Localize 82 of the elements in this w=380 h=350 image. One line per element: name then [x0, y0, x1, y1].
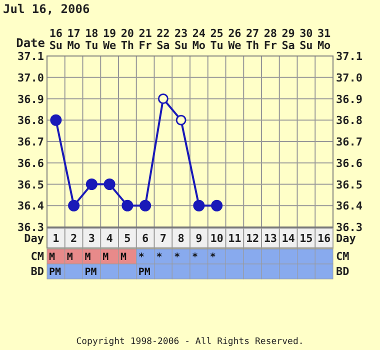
x-tick-label: 24 Mo	[192, 27, 206, 52]
y-tick-label: 36.7	[18, 136, 44, 148]
y-tick-label: 36.9	[18, 92, 44, 106]
x-tick-label: 22 Sa	[156, 27, 170, 52]
x-tick-label: 31 Mo	[317, 27, 332, 52]
x2-tick-label: 11	[228, 232, 242, 245]
x2-tick-label: 8	[178, 232, 184, 245]
text: PM	[138, 267, 150, 278]
x-tick-label: 30 Su	[300, 27, 313, 52]
x-tick-label: 19 We	[102, 27, 117, 52]
point	[140, 200, 152, 212]
x-tick-label: 16 Su	[49, 27, 63, 52]
x2-tick-label: 4	[106, 232, 114, 245]
point	[50, 114, 62, 126]
x-tick-label: 18 Tu	[85, 27, 98, 52]
y2-tick-label: 37.0	[336, 71, 362, 84]
y-tick-label: 36.4	[18, 200, 44, 213]
y-tick-label: 36.6	[18, 156, 44, 170]
y2-tick-label: 36.3	[336, 221, 362, 234]
chart-title: Jul 16, 2006	[3, 2, 90, 16]
text: M	[120, 252, 127, 263]
x-tick-label: 29 Sa	[282, 27, 295, 52]
text: *	[138, 252, 144, 263]
y-tick-label: 36.5	[18, 178, 44, 192]
y-tick-label: 36.8	[18, 114, 44, 128]
point	[158, 94, 168, 104]
y2-tick-label: 36.8	[336, 114, 362, 128]
x2-tick-label: 1	[52, 232, 60, 245]
x-tick-label: 21 Fr	[138, 27, 152, 52]
point	[122, 200, 134, 212]
x-tick-label: 23 Su	[174, 27, 188, 52]
x2-tick-label: 13	[264, 232, 278, 245]
x2-tick-label: 7	[160, 232, 166, 245]
y2-tick-label: 36.6	[336, 156, 363, 170]
x2-tick-label: 5	[124, 232, 131, 245]
point	[193, 200, 205, 212]
x2-tick-label: 15	[300, 232, 313, 245]
text: PM	[49, 267, 62, 278]
x2-tick-label: 3	[88, 232, 95, 245]
x-tick-label: 28 Fr	[264, 27, 278, 52]
text: *	[192, 252, 198, 263]
x2-tick-label: 10	[210, 232, 224, 245]
text: Copyright 1998-2006 - All Rights Reserved.	[76, 337, 304, 347]
text: *	[156, 252, 162, 263]
x-axis-title: Date	[16, 36, 45, 50]
x-tick-label: 27 Th	[246, 27, 260, 52]
x-tick-label: 17 Mo	[67, 27, 81, 52]
y2-tick-label: 37.1	[336, 50, 363, 63]
point	[68, 200, 80, 212]
y-tick-label: 37.0	[18, 71, 44, 84]
y-tick-label: 36.3	[18, 221, 44, 234]
point	[176, 114, 186, 126]
x-tick-label: 20 Th	[120, 27, 134, 52]
x-tick-label: 25 Tu	[210, 27, 224, 52]
text: Day	[336, 232, 356, 245]
x2-tick-label: 14	[282, 232, 296, 245]
point	[86, 178, 98, 190]
text: M	[84, 252, 91, 263]
x2-tick-label: 9	[196, 232, 202, 245]
category-label: BD	[336, 265, 350, 278]
point	[104, 178, 116, 190]
category-label: CM	[30, 250, 44, 263]
category-label: CM	[336, 250, 350, 263]
y-tick-label: 37.1	[18, 50, 44, 63]
text: M	[49, 252, 56, 263]
x-tick-label: 26 We	[228, 27, 242, 52]
x2-tick-label: 12	[246, 232, 260, 245]
text: M	[102, 252, 109, 263]
text: M	[66, 252, 73, 263]
point	[211, 200, 223, 212]
y2-tick-label: 36.4	[336, 200, 363, 213]
text: PM	[84, 267, 97, 278]
y2-tick-label: 36.9	[336, 92, 362, 106]
category-label: BD	[30, 265, 44, 278]
text: *	[174, 252, 180, 263]
x2-tick-label: 6	[142, 232, 149, 245]
x2-tick-label: 16	[317, 232, 332, 245]
x2-axis-title: Day	[24, 232, 44, 245]
y2-tick-label: 36.7	[336, 136, 362, 148]
x2-tick-label: 2	[70, 232, 78, 245]
y2-tick-label: 36.5	[336, 178, 362, 192]
text: *	[210, 252, 216, 263]
